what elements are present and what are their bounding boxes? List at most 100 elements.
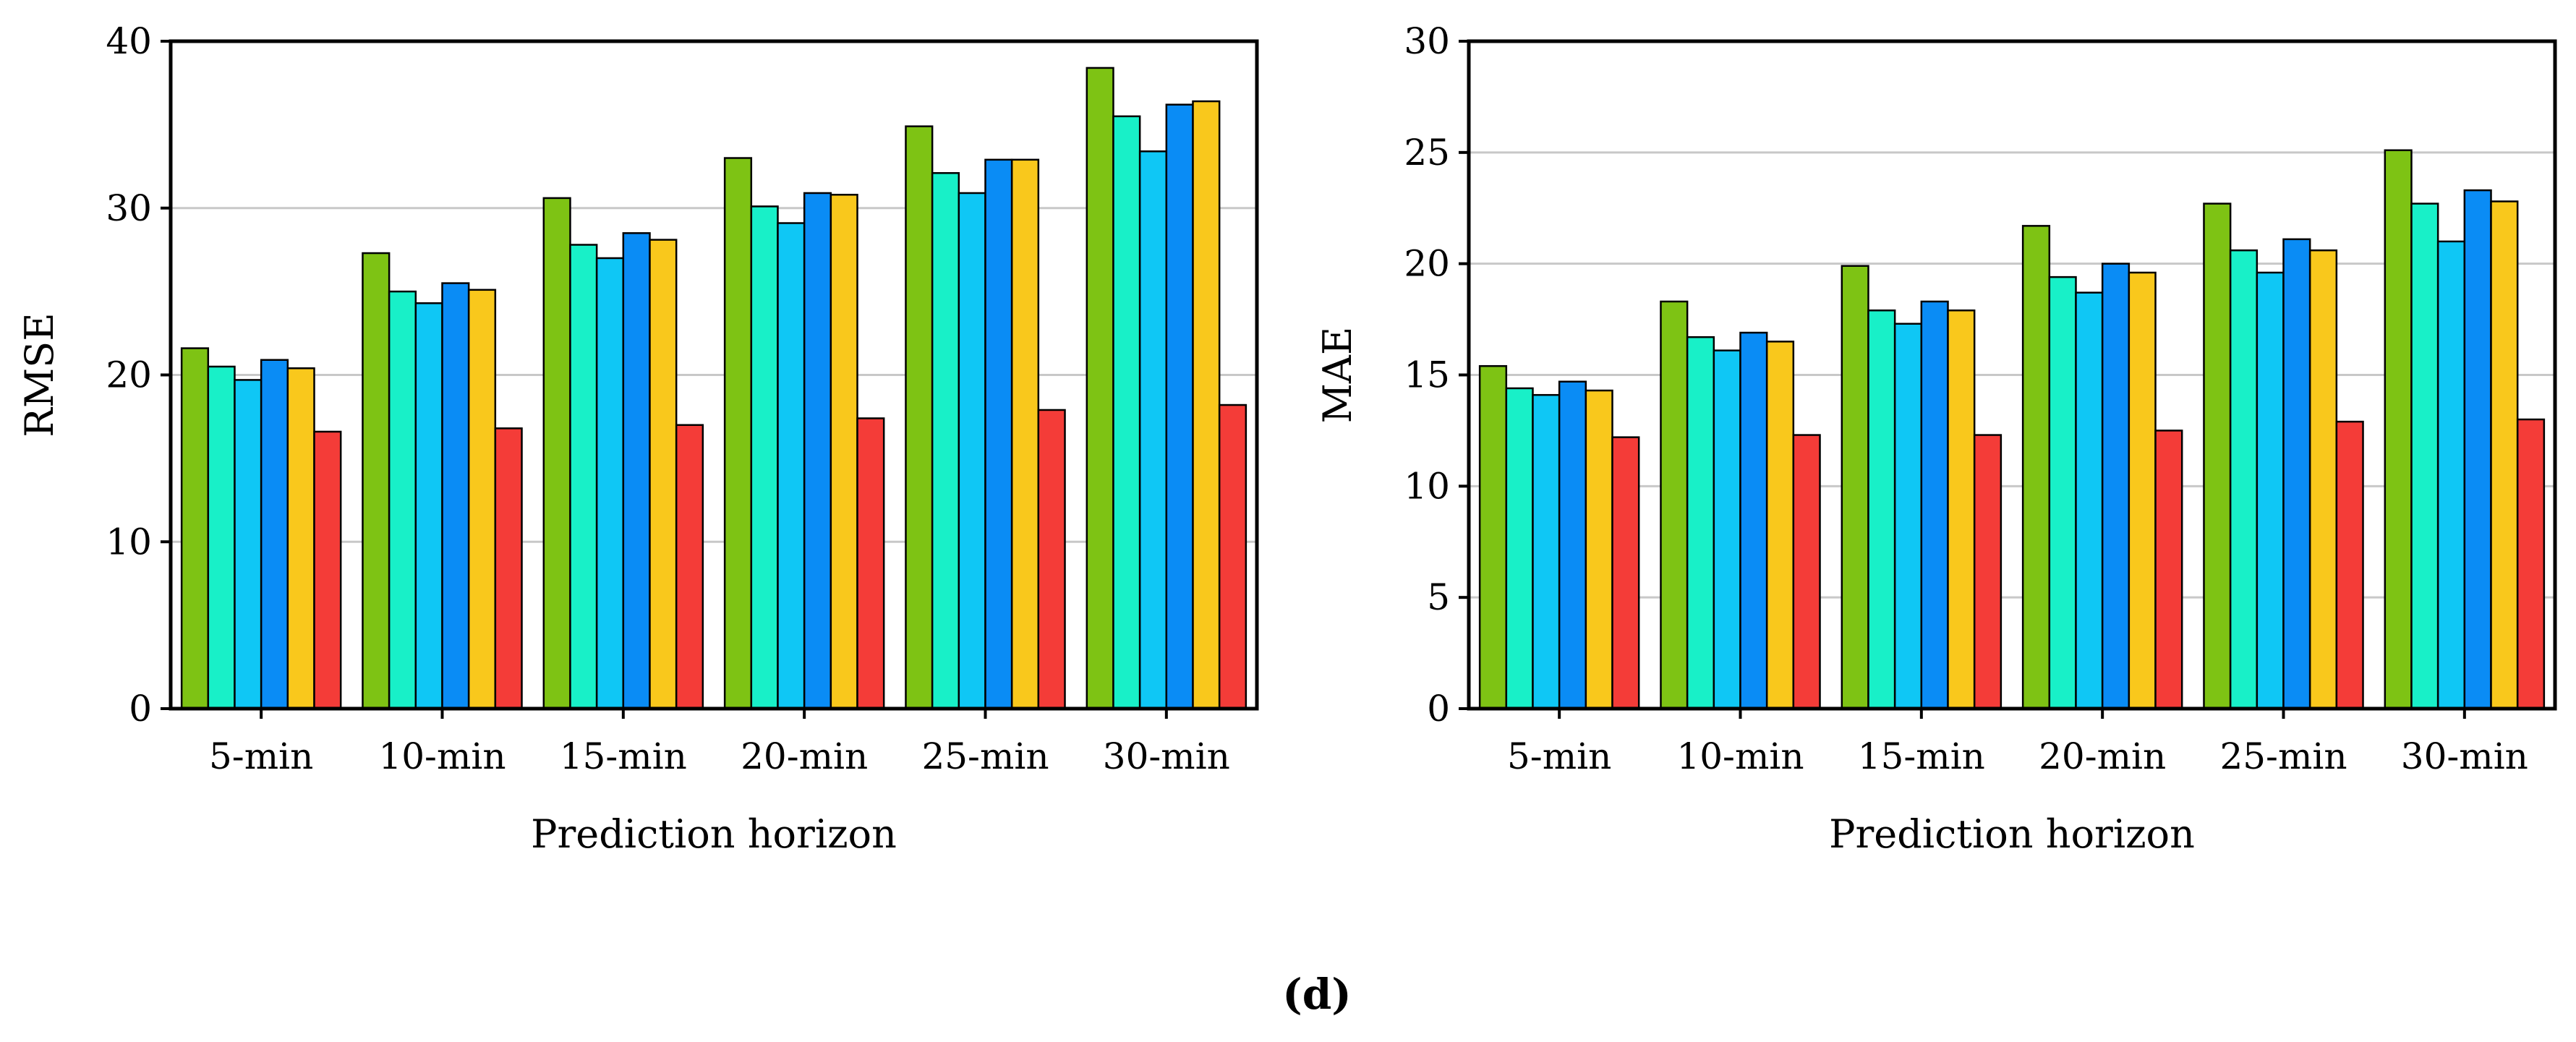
rmse-bar-s6-10-min — [494, 427, 523, 710]
mae-bar-s6-25-min — [2335, 420, 2364, 710]
mae-bar-s2-5-min — [1505, 387, 1534, 710]
rmse-bar-s1-20-min — [723, 157, 753, 710]
rmse-bar-s2-15-min — [569, 244, 598, 710]
mae-bar-s2-15-min — [1867, 309, 1896, 710]
rmse-bar-s4-15-min — [622, 232, 651, 710]
mae-bar-s3-15-min — [1893, 323, 1923, 710]
rmse-bar-s5-20-min — [829, 194, 858, 710]
mae-bar-s3-5-min — [1532, 393, 1561, 710]
rmse-xtick-label: 30-min — [1103, 735, 1230, 777]
mae-bar-s4-30-min — [2463, 189, 2492, 710]
mae-bar-s2-25-min — [2229, 249, 2259, 710]
mae-bar-s6-15-min — [1973, 434, 2003, 710]
rmse-bar-s1-5-min — [180, 347, 210, 710]
mae-bar-s4-15-min — [1920, 300, 1949, 710]
mae-bar-s4-5-min — [1558, 380, 1587, 710]
rmse-bar-s5-30-min — [1192, 100, 1221, 710]
rmse-bar-s5-10-min — [467, 289, 497, 710]
mae-ytick-label: 30 — [1404, 20, 1450, 62]
rmse-bar-s6-5-min — [313, 430, 342, 710]
mae-bar-s5-15-min — [1947, 309, 1976, 710]
rmse-bar-s2-25-min — [931, 172, 960, 710]
rmse-xtick-label: 20-min — [741, 735, 868, 777]
rmse-bar-s2-5-min — [207, 365, 236, 710]
mae-bar-s6-10-min — [1792, 434, 1821, 710]
rmse-bar-s6-15-min — [675, 424, 704, 710]
mae-bar-s1-10-min — [1660, 300, 1689, 710]
rmse-bar-s3-5-min — [234, 379, 263, 710]
mae-bar-s5-5-min — [1585, 389, 1613, 710]
mae-xtick-label: 10-min — [1676, 735, 1804, 777]
mae-chart: 0 5 10 15 20 25 30 5-min 10-min 15-min 20-min 25-mi… — [1315, 20, 2557, 857]
rmse-chart: 0 10 20 30 40 5-min 10-min 15-min 20-min 25-min 30… — [17, 20, 1259, 857]
mae-ytick-label: 25 — [1404, 132, 1450, 174]
rmse-bar-s6-25-min — [1037, 409, 1066, 710]
rmse-bar-s3-25-min — [958, 192, 986, 710]
mae-bar-s2-20-min — [2048, 276, 2077, 710]
mae-bar-s4-25-min — [2282, 238, 2311, 710]
mae-bar-s3-30-min — [2436, 240, 2466, 710]
rmse-bar-s4-5-min — [260, 359, 289, 710]
rmse-bar-s5-25-min — [1010, 158, 1040, 710]
rmse-bar-s5-5-min — [286, 367, 315, 710]
rmse-ytick-label: 20 — [106, 354, 152, 396]
mae-xlabel: Prediction horizon — [1829, 811, 2195, 857]
rmse-bar-s4-25-min — [984, 158, 1013, 710]
rmse-xtick-label: 15-min — [560, 735, 687, 777]
mae-xtick-label: 30-min — [2401, 735, 2528, 777]
rmse-ytick-label: 40 — [106, 20, 152, 62]
rmse-bar-s2-20-min — [750, 205, 779, 710]
rmse-bar-s1-10-min — [362, 252, 391, 710]
mae-bar-s3-25-min — [2256, 271, 2285, 710]
rmse-bar-s3-30-min — [1138, 150, 1168, 710]
mae-ylabel: MAE — [1315, 327, 1360, 424]
rmse-bar-s6-20-min — [856, 417, 885, 710]
rmse-xtick-label: 5-min — [209, 735, 313, 777]
rmse-ytick-label: 0 — [129, 688, 152, 730]
rmse-bar-s3-15-min — [595, 257, 625, 710]
mae-xtick-label: 20-min — [2039, 735, 2166, 777]
rmse-xlabel: Prediction horizon — [531, 811, 897, 857]
mae-bar-s2-30-min — [2410, 202, 2439, 710]
rmse-xtick-label: 10-min — [378, 735, 506, 777]
mae-ytick-label: 0 — [1427, 688, 1450, 730]
rmse-ytick-label: 30 — [106, 187, 152, 229]
mae-bar-s3-10-min — [1713, 349, 1741, 710]
mae-bar-s1-20-min — [2021, 225, 2051, 710]
mae-bar-s6-30-min — [2516, 418, 2546, 710]
mae-bar-s5-10-min — [1765, 341, 1795, 710]
mae-bar-s1-15-min — [1841, 265, 1869, 710]
rmse-ylabel: RMSE — [17, 312, 62, 437]
mae-bar-s5-20-min — [2128, 271, 2157, 710]
rmse-bar-s5-15-min — [649, 239, 678, 710]
rmse-bar-s4-30-min — [1165, 103, 1194, 710]
rmse-bar-s1-30-min — [1086, 67, 1114, 710]
rmse-bar-s3-20-min — [777, 222, 806, 710]
rmse-bar-s2-30-min — [1112, 115, 1141, 710]
mae-bar-s1-25-min — [2203, 202, 2232, 710]
mae-bar-s6-5-min — [1611, 436, 1640, 710]
rmse-bar-s3-10-min — [414, 302, 443, 710]
mae-bar-s2-10-min — [1686, 336, 1715, 710]
mae-bar-s1-30-min — [2384, 149, 2413, 710]
mae-ytick-label: 5 — [1427, 576, 1450, 618]
rmse-xtick-label: 25-min — [921, 735, 1049, 777]
rmse-ytick-label: 10 — [106, 521, 152, 563]
mae-xtick-label: 25-min — [2219, 735, 2347, 777]
mae-bar-s5-30-min — [2490, 200, 2519, 710]
rmse-bar-s6-30-min — [1218, 403, 1248, 710]
mae-bar-s4-20-min — [2101, 262, 2131, 710]
mae-bar-s4-10-min — [1739, 331, 1768, 710]
rmse-bar-s1-25-min — [905, 125, 934, 710]
mae-bar-s3-20-min — [2075, 291, 2104, 710]
mae-ytick-label: 15 — [1404, 354, 1450, 396]
panel-label: (d) — [1282, 970, 1351, 1019]
rmse-bar-s2-10-min — [388, 290, 417, 710]
mae-bar-s6-20-min — [2154, 430, 2183, 710]
mae-ytick-label: 10 — [1404, 465, 1450, 507]
mae-ytick-label: 20 — [1404, 243, 1450, 285]
rmse-bar-s1-15-min — [542, 197, 571, 710]
mae-xtick-label: 5-min — [1507, 735, 1611, 777]
mae-bar-s5-25-min — [2308, 249, 2338, 710]
